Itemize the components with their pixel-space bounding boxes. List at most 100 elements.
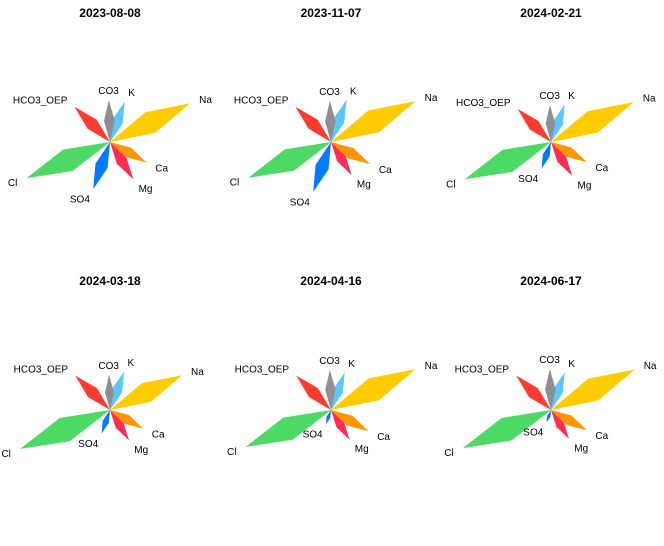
- variable-label: Cl: [227, 447, 236, 458]
- petal-so4: [101, 410, 110, 434]
- petal-so4: [326, 410, 331, 425]
- variable-label: Na: [425, 93, 438, 104]
- variable-label: Ca: [595, 431, 608, 442]
- variable-label: HCO3_OEP: [234, 96, 289, 107]
- radar-panel: 2023-11-07 Na K CO3 HCO3_OEP Cl SO4 Mg Ca: [230, 6, 438, 208]
- variable-label: SO4: [523, 428, 543, 439]
- variable-label: Na: [644, 361, 657, 372]
- petal-hco3-oep: [516, 375, 551, 410]
- variable-label: SO4: [303, 430, 323, 441]
- petal-na: [110, 375, 182, 410]
- variable-label: Ca: [377, 432, 390, 443]
- variable-label: Mg: [357, 180, 371, 191]
- radar-panel: 2024-06-17 Na K CO3 HCO3_OEP Cl SO4 Mg Ca: [444, 274, 657, 459]
- petal-so4: [541, 142, 551, 169]
- panel-title: 2024-06-17: [520, 274, 582, 288]
- petal-k: [110, 371, 125, 410]
- petal-co3: [325, 370, 336, 410]
- petal-ca: [110, 410, 144, 429]
- variable-label: Cl: [1, 449, 10, 460]
- variable-label: Na: [425, 361, 438, 372]
- petal-cl: [245, 410, 331, 447]
- petal-co3: [104, 100, 115, 142]
- variable-label: Cl: [230, 178, 239, 189]
- petal-k: [331, 99, 347, 142]
- petal-mg: [551, 410, 569, 439]
- petal-mg: [551, 142, 573, 176]
- variable-label: Cl: [8, 178, 17, 189]
- panel-title: 2023-08-08: [79, 6, 141, 20]
- petal-hco3-oep: [75, 375, 110, 410]
- petal-ca: [551, 142, 587, 163]
- petal-ca: [331, 142, 371, 165]
- variable-label: SO4: [70, 195, 90, 206]
- radar-panel: 2024-04-16 Na K CO3 HCO3_OEP Cl SO4 Mg Ca: [227, 274, 438, 458]
- petal-na: [551, 102, 634, 142]
- variable-label: Na: [191, 367, 204, 378]
- petal-mg: [331, 410, 350, 440]
- variable-label: HCO3_OEP: [455, 364, 510, 375]
- panel-title: 2024-03-18: [79, 274, 141, 288]
- petal-k: [551, 372, 565, 410]
- variable-label: Mg: [355, 444, 369, 455]
- variable-label: K: [350, 86, 357, 97]
- petal-cl: [462, 410, 551, 449]
- variable-label: K: [568, 91, 575, 102]
- petal-na: [331, 369, 416, 410]
- variable-label: Ca: [379, 165, 392, 176]
- variable-label: Ca: [152, 430, 165, 441]
- variable-label: CO3: [98, 361, 119, 372]
- petal-co3: [545, 105, 556, 142]
- petal-cl: [248, 142, 331, 178]
- petal-co3: [545, 369, 556, 410]
- variable-label: CO3: [319, 87, 340, 98]
- petal-so4: [93, 142, 110, 190]
- petal-mg: [110, 142, 134, 180]
- variable-label: Mg: [134, 445, 148, 456]
- variable-label: Na: [199, 95, 212, 106]
- petal-na: [110, 103, 191, 142]
- variable-label: Mg: [139, 184, 153, 195]
- petal-cl: [26, 142, 110, 179]
- variable-label: Mg: [578, 180, 592, 191]
- petal-mg: [331, 142, 352, 176]
- petal-ca: [110, 142, 147, 163]
- variable-label: Ca: [155, 164, 168, 175]
- variable-label: K: [348, 359, 355, 370]
- petal-cl: [464, 142, 551, 180]
- variable-label: HCO3_OEP: [235, 364, 290, 375]
- petal-cl: [20, 410, 111, 449]
- variable-label: SO4: [290, 197, 310, 208]
- petal-na: [551, 369, 635, 410]
- panel-title: 2024-02-21: [520, 6, 582, 20]
- petal-hco3-oep: [517, 108, 551, 142]
- variable-label: HCO3_OEP: [456, 98, 511, 109]
- variable-label: Cl: [446, 179, 455, 190]
- variable-label: Ca: [595, 163, 608, 174]
- variable-label: CO3: [319, 356, 340, 367]
- variable-label: K: [128, 358, 135, 369]
- petal-mg: [110, 410, 129, 441]
- petal-co3: [325, 101, 336, 142]
- variable-label: HCO3_OEP: [13, 96, 68, 107]
- petal-hco3-oep: [296, 375, 331, 410]
- petal-k: [110, 101, 125, 142]
- panel-title: 2024-04-16: [300, 274, 362, 288]
- variable-label: CO3: [539, 355, 560, 366]
- radar-panel: 2024-03-18 Na K CO3 HCO3_OEP Cl SO4 Mg Ca: [1, 274, 204, 460]
- variable-label: Mg: [574, 443, 588, 454]
- variable-label: HCO3_OEP: [14, 364, 69, 375]
- petal-k: [551, 104, 565, 142]
- variable-label: SO4: [518, 174, 538, 185]
- petal-ca: [331, 410, 369, 432]
- petal-hco3-oep: [74, 106, 110, 142]
- variable-label: CO3: [98, 86, 119, 97]
- variable-label: Na: [643, 94, 656, 105]
- petal-co3: [105, 375, 114, 410]
- petal-hco3-oep: [295, 106, 331, 142]
- variable-label: Cl: [444, 448, 453, 459]
- petal-so4: [546, 410, 551, 423]
